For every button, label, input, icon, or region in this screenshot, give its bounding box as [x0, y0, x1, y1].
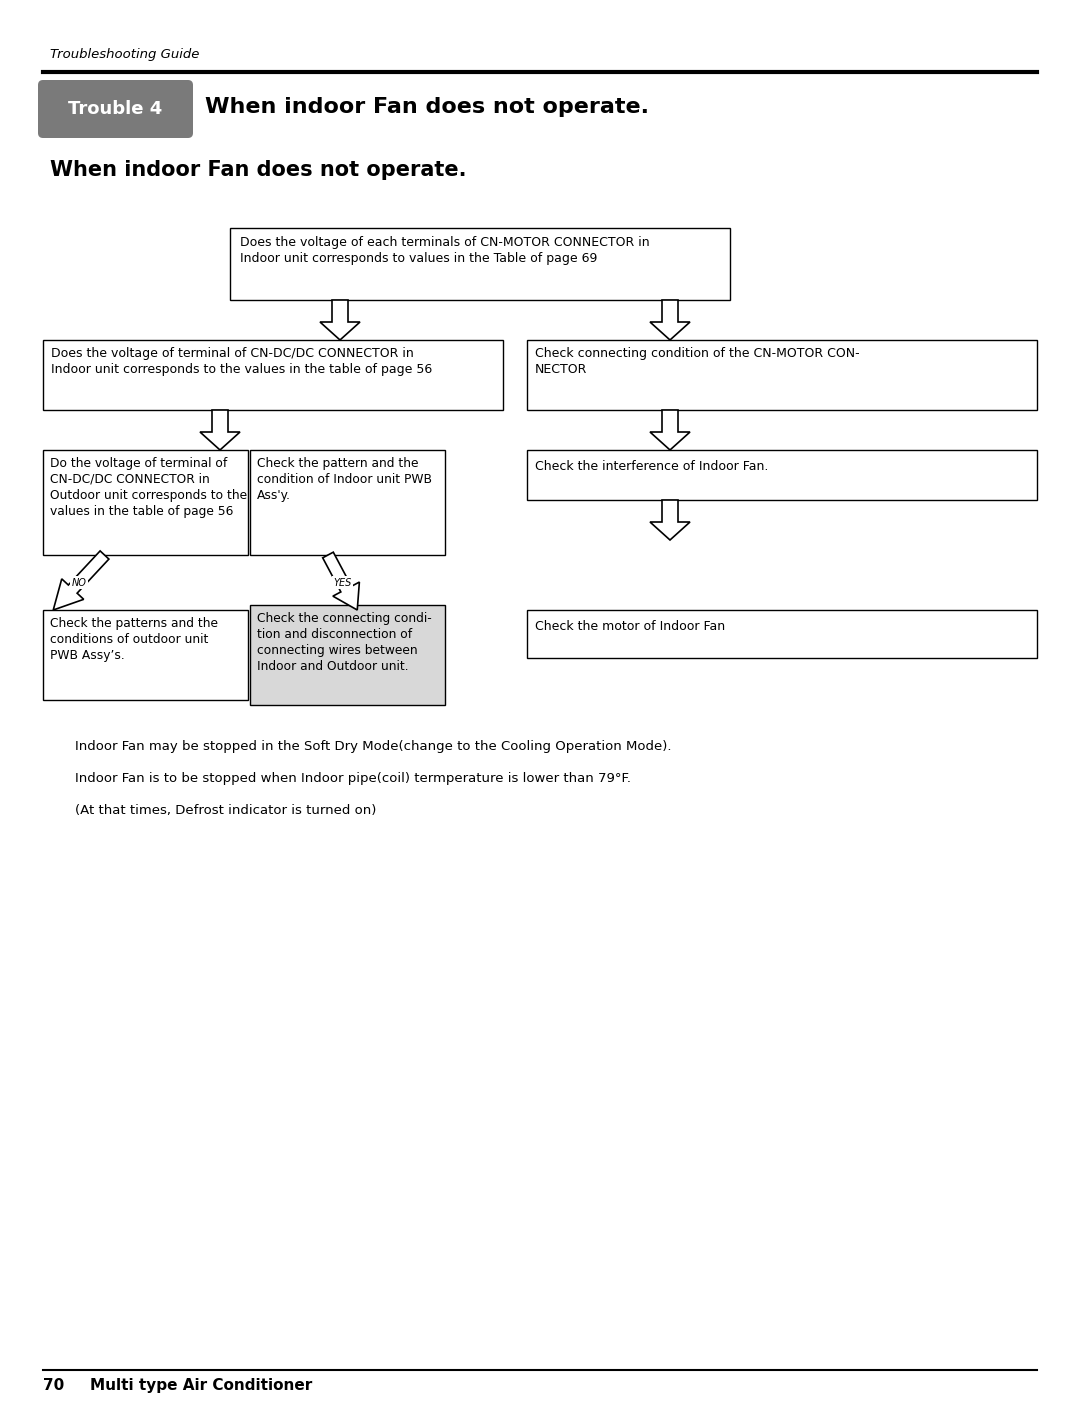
- Text: Check connecting condition of the CN-MOTOR CON-
NECTOR: Check connecting condition of the CN-MOT…: [535, 347, 860, 377]
- Polygon shape: [53, 551, 109, 610]
- Text: Does the voltage of terminal of CN-DC/DC CONNECTOR in
Indoor unit corresponds to: Does the voltage of terminal of CN-DC/DC…: [51, 347, 432, 377]
- Bar: [230, 228, 730, 301]
- FancyBboxPatch shape: [38, 80, 193, 138]
- Text: NO: NO: [71, 577, 86, 587]
- Bar: [249, 450, 445, 555]
- Bar: [527, 610, 1037, 658]
- Text: YES: YES: [334, 577, 352, 587]
- Text: Check the pattern and the
condition of Indoor unit PWB
Ass'y.: Check the pattern and the condition of I…: [257, 457, 432, 502]
- Bar: [527, 450, 1037, 500]
- Text: Indoor Fan is to be stopped when Indoor pipe(coil) termperature is lower than 79: Indoor Fan is to be stopped when Indoor …: [75, 771, 631, 785]
- Text: 70: 70: [43, 1378, 64, 1392]
- Text: Check the patterns and the
conditions of outdoor unit
PWB Assy’s.: Check the patterns and the conditions of…: [50, 617, 218, 662]
- Bar: [43, 340, 503, 410]
- Text: Check the motor of Indoor Fan: Check the motor of Indoor Fan: [535, 620, 725, 634]
- Text: When indoor Fan does not operate.: When indoor Fan does not operate.: [50, 160, 467, 180]
- Text: Multi type Air Conditioner: Multi type Air Conditioner: [90, 1378, 312, 1392]
- Polygon shape: [320, 301, 360, 340]
- Text: Indoor Fan may be stopped in the Soft Dry Mode(change to the Cooling Operation M: Indoor Fan may be stopped in the Soft Dr…: [75, 740, 672, 753]
- Text: Troubleshooting Guide: Troubleshooting Guide: [50, 48, 200, 60]
- Text: When indoor Fan does not operate.: When indoor Fan does not operate.: [205, 97, 649, 117]
- Polygon shape: [200, 410, 240, 450]
- Bar: [43, 450, 248, 555]
- Text: (At that times, Defrost indicator is turned on): (At that times, Defrost indicator is tur…: [75, 804, 376, 816]
- Bar: [249, 606, 445, 705]
- Text: Check the connecting condi-
tion and disconnection of
connecting wires between
I: Check the connecting condi- tion and dis…: [257, 613, 432, 673]
- Polygon shape: [650, 500, 690, 540]
- Text: Check the interference of Indoor Fan.: Check the interference of Indoor Fan.: [535, 459, 768, 473]
- Polygon shape: [323, 552, 360, 610]
- Polygon shape: [650, 410, 690, 450]
- Polygon shape: [650, 301, 690, 340]
- Bar: [43, 610, 248, 700]
- Text: Trouble 4: Trouble 4: [68, 100, 163, 118]
- Text: Do the voltage of terminal of
CN-DC/DC CONNECTOR in
Outdoor unit corresponds to : Do the voltage of terminal of CN-DC/DC C…: [50, 457, 247, 518]
- Text: Does the voltage of each terminals of CN-MOTOR CONNECTOR in
Indoor unit correspo: Does the voltage of each terminals of CN…: [240, 236, 650, 266]
- Bar: [527, 340, 1037, 410]
